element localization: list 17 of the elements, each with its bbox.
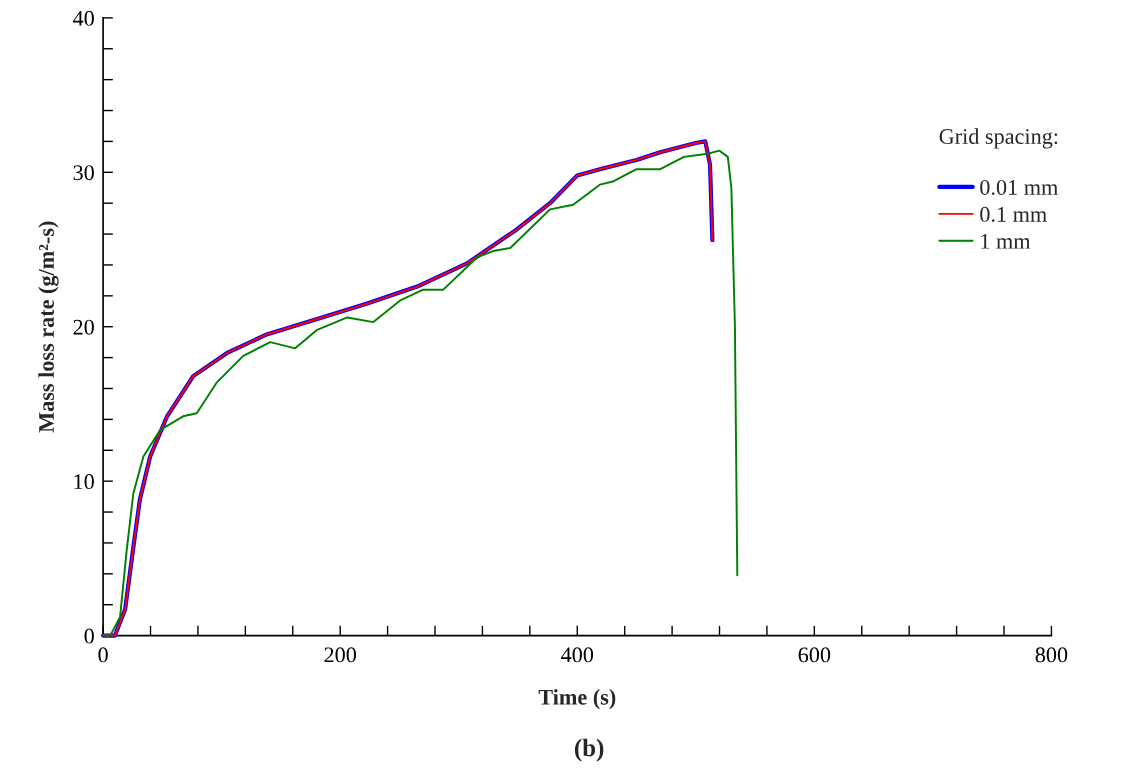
y-tick-label: 30 (73, 165, 94, 181)
x-tick-label: 0 (98, 647, 108, 663)
legend-title: Grid spacing: (939, 128, 1058, 149)
x-tick-label: 200 (324, 647, 356, 663)
legend-label: 1 mm (981, 233, 1031, 249)
x-tick-label: 400 (561, 647, 594, 663)
legend-label: 0.01 mm (980, 179, 1058, 195)
y-tick-label: 20 (73, 319, 94, 335)
y-tick-label: 40 (72, 10, 94, 26)
x-tick-label: 600 (798, 647, 831, 663)
y-tick-label: 0 (84, 628, 94, 644)
x-axis-title: Time (s) (538, 689, 616, 710)
x-tick-label: 800 (1035, 647, 1068, 663)
legend-label: 0.1 mm (980, 206, 1047, 222)
y-axis-title: Mass loss rate (g/m²-s) (38, 221, 59, 433)
text: (b) (574, 738, 604, 762)
y-tick-label: 10 (74, 474, 94, 490)
